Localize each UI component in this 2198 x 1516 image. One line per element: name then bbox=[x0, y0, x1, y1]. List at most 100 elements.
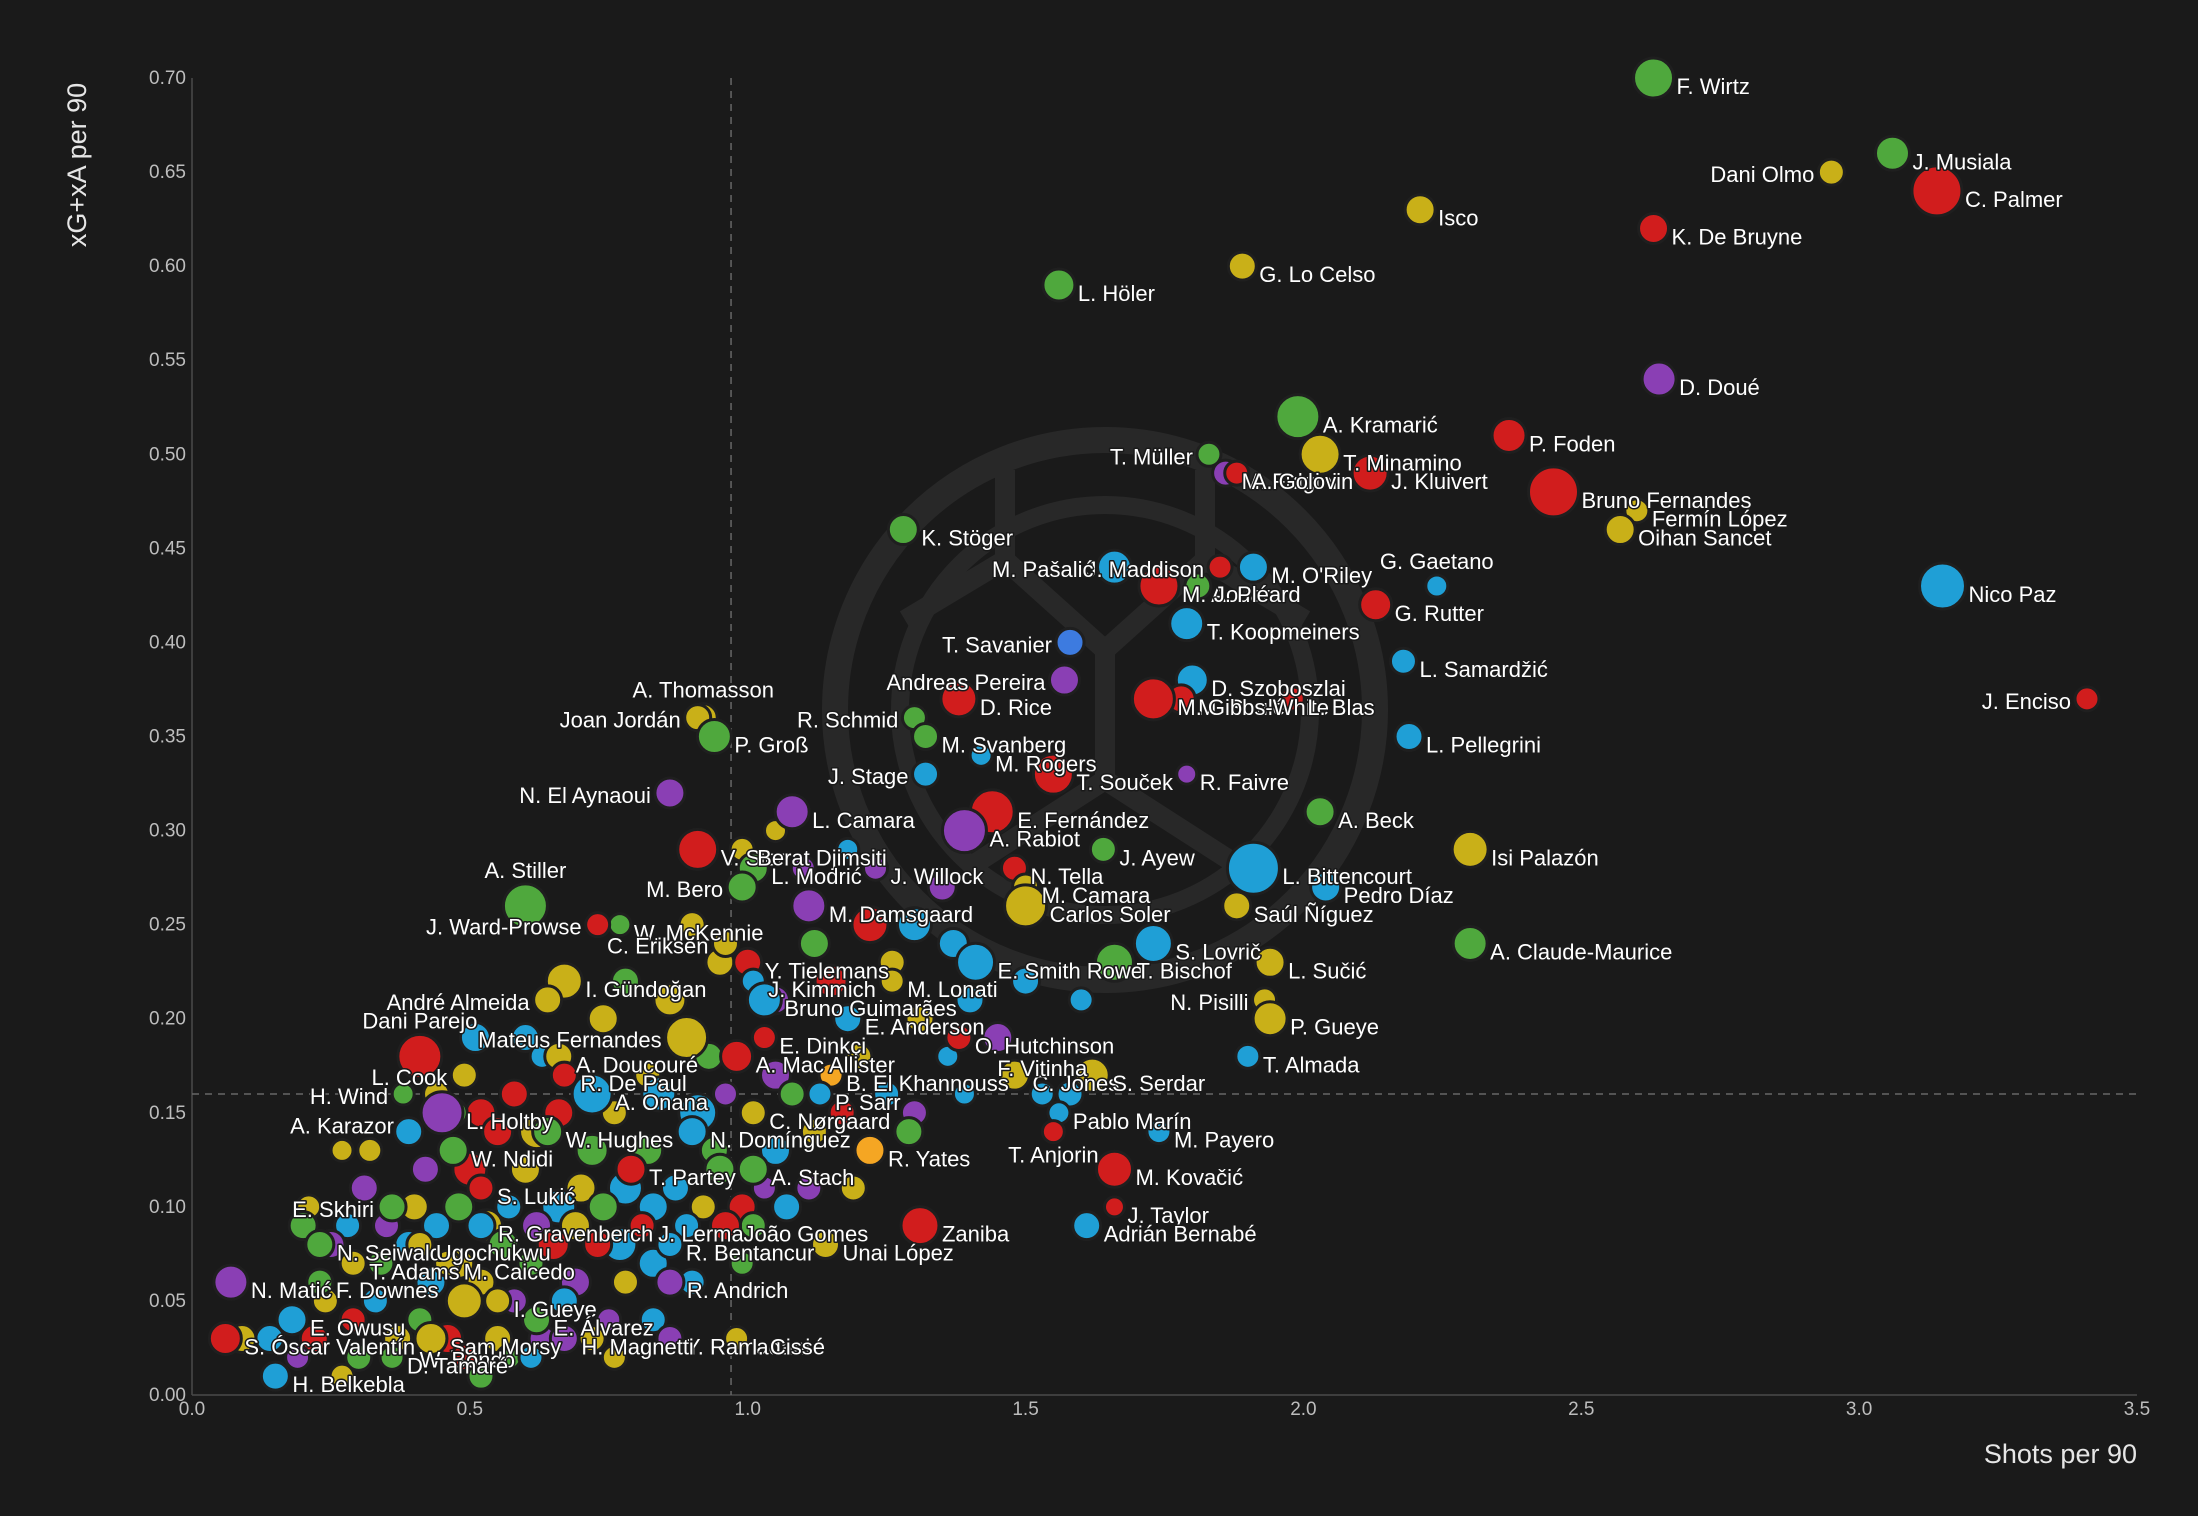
player-bubble bbox=[481, 1115, 515, 1149]
player-bubble bbox=[1451, 924, 1489, 962]
player-label: J. Enciso bbox=[1982, 689, 2071, 714]
player-bubble bbox=[298, 1323, 330, 1355]
player-label: J. Ayew bbox=[1119, 845, 1195, 870]
player-bubble bbox=[1206, 553, 1234, 581]
player-label: M. Fulgini bbox=[1242, 469, 1337, 494]
player-bubble bbox=[517, 1343, 545, 1371]
player-label: J. Kimmich bbox=[768, 977, 876, 1002]
player-bubble bbox=[1303, 795, 1337, 829]
player-bubble bbox=[777, 1079, 807, 1109]
player-bubble bbox=[1094, 1149, 1134, 1189]
player-bubble bbox=[799, 1117, 829, 1147]
player-bubble bbox=[1873, 134, 1911, 172]
player-label: D. Tamaré bbox=[407, 1353, 508, 1378]
player-label: Unai López bbox=[843, 1240, 954, 1265]
player-label: M. Lonati bbox=[907, 977, 998, 1002]
player-bubble bbox=[1309, 870, 1343, 904]
player-label: O. Hutchinson bbox=[975, 1034, 1114, 1059]
player-label: J. Taylor bbox=[1127, 1203, 1209, 1228]
player-bubble bbox=[378, 1343, 406, 1371]
player-label: N. Pisilli bbox=[1170, 990, 1248, 1015]
player-bubble bbox=[1067, 986, 1095, 1014]
player-bubble bbox=[1358, 587, 1394, 623]
player-bubble bbox=[695, 718, 733, 755]
player-label: Adrián Bernabé bbox=[1104, 1222, 1257, 1247]
player-bubble bbox=[1095, 548, 1133, 586]
player-bubble bbox=[1168, 605, 1206, 643]
player-bubble bbox=[509, 1022, 541, 1054]
player-label: M. Gibbs-White bbox=[1177, 695, 1329, 720]
player-bubble bbox=[806, 1080, 834, 1108]
player-bubble bbox=[654, 1266, 686, 1298]
player-label: L. Camara bbox=[812, 808, 915, 833]
y-axis-title: xG+xA per 90 bbox=[62, 83, 92, 247]
player-bubble bbox=[904, 1003, 936, 1035]
player-bubble bbox=[893, 1116, 925, 1148]
player-bubble bbox=[360, 1286, 390, 1316]
player-bubble bbox=[627, 1211, 657, 1241]
player-bubble bbox=[449, 1342, 479, 1372]
player-bubble bbox=[1047, 663, 1081, 697]
player-bubble bbox=[939, 679, 979, 719]
player-bubble bbox=[1040, 1119, 1066, 1145]
y-tick-label: 0.10 bbox=[149, 1197, 186, 1218]
player-label: R. Faivre bbox=[1200, 770, 1289, 795]
player-bubble bbox=[1093, 941, 1135, 983]
player-label: L. Modrić bbox=[771, 864, 861, 889]
player-label: T. Bischof bbox=[1136, 958, 1232, 983]
player-label: A. Golovin bbox=[1252, 469, 1354, 494]
player-bubble bbox=[329, 1137, 355, 1163]
player-label: S. Lovrič bbox=[1175, 939, 1261, 964]
x-tick-label: 3.5 bbox=[2124, 1399, 2150, 1420]
player-bubble bbox=[1251, 1000, 1289, 1038]
player-label: T. Partey bbox=[649, 1165, 736, 1190]
player-bubble bbox=[878, 967, 906, 995]
player-label: I. Gueye bbox=[514, 1297, 597, 1322]
player-label: M. Bero bbox=[646, 877, 723, 902]
player-bubble bbox=[745, 981, 783, 1019]
player-bubble bbox=[333, 1211, 363, 1241]
x-tick-label: 3.0 bbox=[1846, 1399, 1872, 1420]
player-label: Dani Parejo bbox=[362, 1008, 477, 1033]
player-bubble bbox=[1055, 1079, 1085, 1109]
player-bubble bbox=[1274, 393, 1322, 441]
player-bubble bbox=[564, 1171, 598, 1205]
player-bubble bbox=[773, 793, 811, 831]
player-bubble bbox=[711, 1080, 739, 1108]
player-label: L. Höler bbox=[1078, 281, 1155, 306]
player-label: C. Eriksen bbox=[607, 933, 708, 958]
player-bubble bbox=[2073, 685, 2101, 713]
player-bubble bbox=[516, 1248, 546, 1278]
player-bubble bbox=[586, 1002, 620, 1036]
y-tick-label: 0.50 bbox=[149, 444, 186, 465]
player-bubble bbox=[1298, 432, 1342, 476]
player-label: Andreas Pereira bbox=[886, 670, 1046, 695]
player-bubble bbox=[899, 1205, 941, 1247]
player-bubble bbox=[449, 1060, 479, 1090]
player-bubble bbox=[1225, 840, 1281, 896]
player-bubble bbox=[1234, 1042, 1262, 1070]
player-bubble bbox=[405, 1229, 435, 1259]
player-label: Isi Palazón bbox=[1491, 845, 1599, 870]
player-bubble bbox=[498, 1078, 530, 1110]
player-label: K. De Bruyne bbox=[1672, 225, 1803, 250]
player-bubble bbox=[911, 722, 941, 751]
player-bubble bbox=[710, 928, 740, 958]
player-bubble bbox=[640, 1075, 678, 1113]
y-tick-label: 0.20 bbox=[149, 1009, 186, 1030]
player-bubble bbox=[1183, 571, 1213, 601]
player-label: A. Doucouré bbox=[576, 1052, 698, 1077]
player-label: M. Caicedo bbox=[464, 1259, 575, 1284]
player-bubble bbox=[1393, 721, 1425, 752]
player-bubble bbox=[1031, 752, 1075, 796]
player-bubble bbox=[413, 1321, 449, 1357]
player-bubble bbox=[532, 984, 564, 1016]
player-label: S. Lukić bbox=[497, 1184, 575, 1209]
player-label: Sam Morsy bbox=[450, 1335, 561, 1360]
player-bubble bbox=[1350, 453, 1390, 493]
player-label: Pablo Marín bbox=[1073, 1109, 1192, 1134]
player-bubble bbox=[458, 1021, 492, 1055]
player-bubble bbox=[1028, 1080, 1056, 1108]
player-label: R. Schmid bbox=[797, 708, 898, 733]
